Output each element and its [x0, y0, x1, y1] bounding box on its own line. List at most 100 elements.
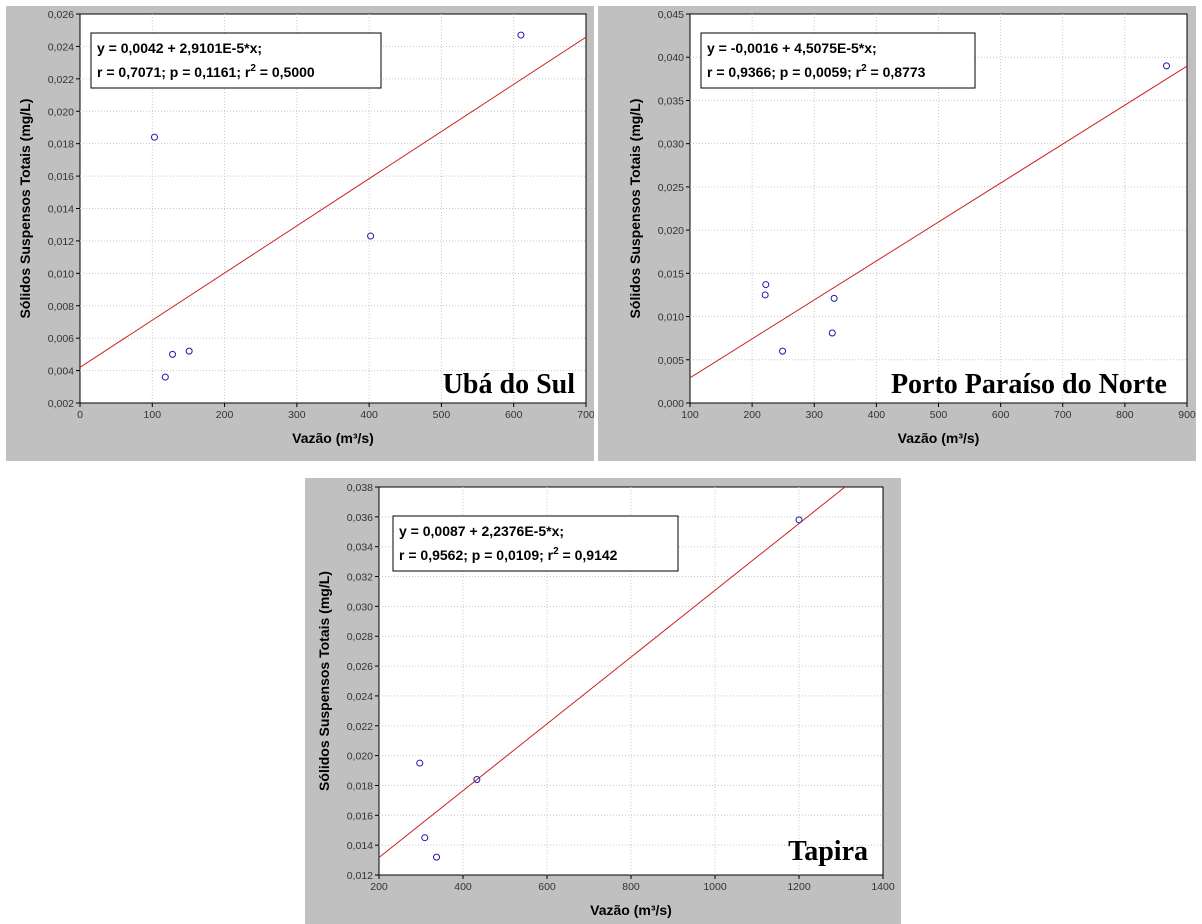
y-tick-label: 0,005: [658, 355, 684, 367]
y-tick-label: 0,032: [347, 572, 373, 584]
y-tick-label: 0,002: [48, 398, 74, 410]
y-tick-label: 0,026: [48, 9, 74, 21]
regression-equation: y = 0,0087 + 2,2376E-5*x;: [399, 523, 564, 539]
y-axis-title: Sólidos Suspensos Totais (mg/L): [627, 99, 643, 319]
y-tick-label: 0,035: [658, 95, 684, 107]
regression-equation: y = -0,0016 + 4,5075E-5*x;: [707, 40, 877, 56]
y-tick-label: 0,034: [347, 542, 373, 554]
scatter-chart-porto-paraiso-do-norte: 100 200 300 400 500 600 700 800 900 0,000 0,005 0,0…: [598, 6, 1196, 461]
x-tick-label: 100: [681, 409, 699, 421]
y-tick-label: 0,020: [48, 106, 74, 118]
data-point: [761, 291, 769, 299]
x-tick-label: 900: [1178, 409, 1196, 421]
x-axis-title: Vazão (m³/s): [292, 430, 374, 446]
y-tick-label: 0,028: [347, 631, 373, 643]
regression-line: [379, 487, 846, 858]
x-tick-label: 600: [992, 409, 1010, 421]
station-label: Porto Paraíso do Norte: [891, 369, 1167, 400]
y-tick-label: 0,010: [658, 312, 684, 324]
y-tick-label: 0,018: [347, 780, 373, 792]
regression-line: [690, 65, 1187, 379]
y-tick-label: 0,030: [658, 139, 684, 151]
y-tick-label: 0,004: [48, 366, 74, 378]
y-tick-label: 0,014: [48, 204, 74, 216]
y-tick-label: 0,022: [347, 721, 373, 733]
y-tick-label: 0,022: [48, 74, 74, 86]
y-tick-label: 0,012: [48, 236, 74, 248]
x-tick-label: 1000: [703, 881, 727, 893]
regression-statistics: r = 0,9366; p = 0,0059; r2 = 0,8773: [707, 63, 926, 80]
y-tick-label: 0,016: [48, 171, 74, 183]
x-tick-label: 0: [77, 409, 83, 421]
x-tick-label: 600: [505, 409, 523, 421]
scatter-chart-uba-do-sul: 0 100 200 300 400 500 600 700 0,002 0,004 0,006 0,0…: [6, 6, 594, 461]
x-tick-label: 1400: [871, 881, 895, 893]
x-tick-label: 200: [216, 409, 234, 421]
x-tick-label: 400: [868, 409, 886, 421]
y-axis-title: Sólidos Suspensos Totais (mg/L): [316, 571, 332, 791]
y-tick-label: 0,016: [347, 810, 373, 822]
x-tick-label: 1200: [787, 881, 811, 893]
regression-line: [80, 36, 586, 368]
y-tick-label: 0,015: [658, 268, 684, 280]
y-axis-title: Sólidos Suspensos Totais (mg/L): [17, 99, 33, 319]
data-point: [161, 373, 169, 381]
regression-equation-box: [90, 32, 382, 89]
x-tick-label: 700: [577, 409, 594, 421]
y-tick-label: 0,006: [48, 333, 74, 345]
data-point: [830, 294, 838, 302]
y-tick-label: 0,040: [658, 52, 684, 64]
data-point: [828, 329, 836, 337]
x-tick-label: 200: [370, 881, 388, 893]
x-tick-label: 800: [1116, 409, 1134, 421]
scatter-chart-tapira: 200 400 600 800 1000 1200 1400 0,012 0,014 0,016 0…: [305, 478, 901, 924]
y-tick-label: 0,018: [48, 139, 74, 151]
data-point: [367, 232, 375, 240]
data-point: [421, 834, 429, 842]
chart-svg: 0 100 200 300 400 500 600 700 0,002 0,004 0,006 0,0…: [6, 6, 594, 461]
data-point: [762, 281, 770, 289]
data-point: [779, 347, 787, 355]
data-point: [433, 853, 441, 861]
x-tick-label: 600: [538, 881, 556, 893]
y-tick-label: 0,036: [347, 512, 373, 524]
y-tick-label: 0,008: [48, 301, 74, 313]
x-tick-label: 800: [622, 881, 640, 893]
regression-statistics: r = 0,9562; p = 0,0109; r2 = 0,9142: [399, 546, 618, 563]
y-tick-label: 0,012: [347, 870, 373, 882]
station-label: Tapira: [788, 836, 868, 867]
x-axis-title: Vazão (m³/s): [898, 430, 980, 446]
x-tick-label: 700: [1054, 409, 1072, 421]
data-point: [185, 347, 193, 355]
y-tick-label: 0,026: [347, 661, 373, 673]
data-point: [150, 133, 158, 141]
data-point: [517, 31, 525, 39]
y-tick-label: 0,000: [658, 398, 684, 410]
chart-svg: 100 200 300 400 500 600 700 800 900 0,000 0,005 0,0…: [598, 6, 1196, 461]
regression-equation-box: [700, 32, 976, 89]
y-tick-label: 0,030: [347, 601, 373, 613]
y-tick-label: 0,014: [347, 840, 373, 852]
data-point: [416, 759, 424, 767]
x-axis-title: Vazão (m³/s): [590, 902, 672, 918]
data-point: [795, 516, 803, 524]
y-tick-label: 0,024: [347, 691, 373, 703]
x-tick-label: 500: [930, 409, 948, 421]
y-tick-label: 0,025: [658, 182, 684, 194]
data-point: [473, 775, 481, 783]
y-tick-label: 0,045: [658, 9, 684, 21]
x-tick-label: 400: [360, 409, 378, 421]
y-tick-label: 0,020: [658, 225, 684, 237]
x-tick-label: 400: [454, 881, 472, 893]
x-tick-label: 300: [805, 409, 823, 421]
chart-svg: 200 400 600 800 1000 1200 1400 0,012 0,014 0,016 0…: [305, 478, 901, 924]
y-tick-label: 0,024: [48, 41, 74, 53]
y-tick-label: 0,038: [347, 482, 373, 494]
x-tick-label: 200: [743, 409, 761, 421]
data-point: [1162, 62, 1170, 70]
x-tick-label: 500: [433, 409, 451, 421]
regression-equation: y = 0,0042 + 2,9101E-5*x;: [97, 40, 262, 56]
y-tick-label: 0,020: [347, 751, 373, 763]
station-label: Ubá do Sul: [443, 369, 576, 400]
regression-statistics: r = 0,7071; p = 0,1161; r2 = 0,5000: [97, 63, 315, 80]
